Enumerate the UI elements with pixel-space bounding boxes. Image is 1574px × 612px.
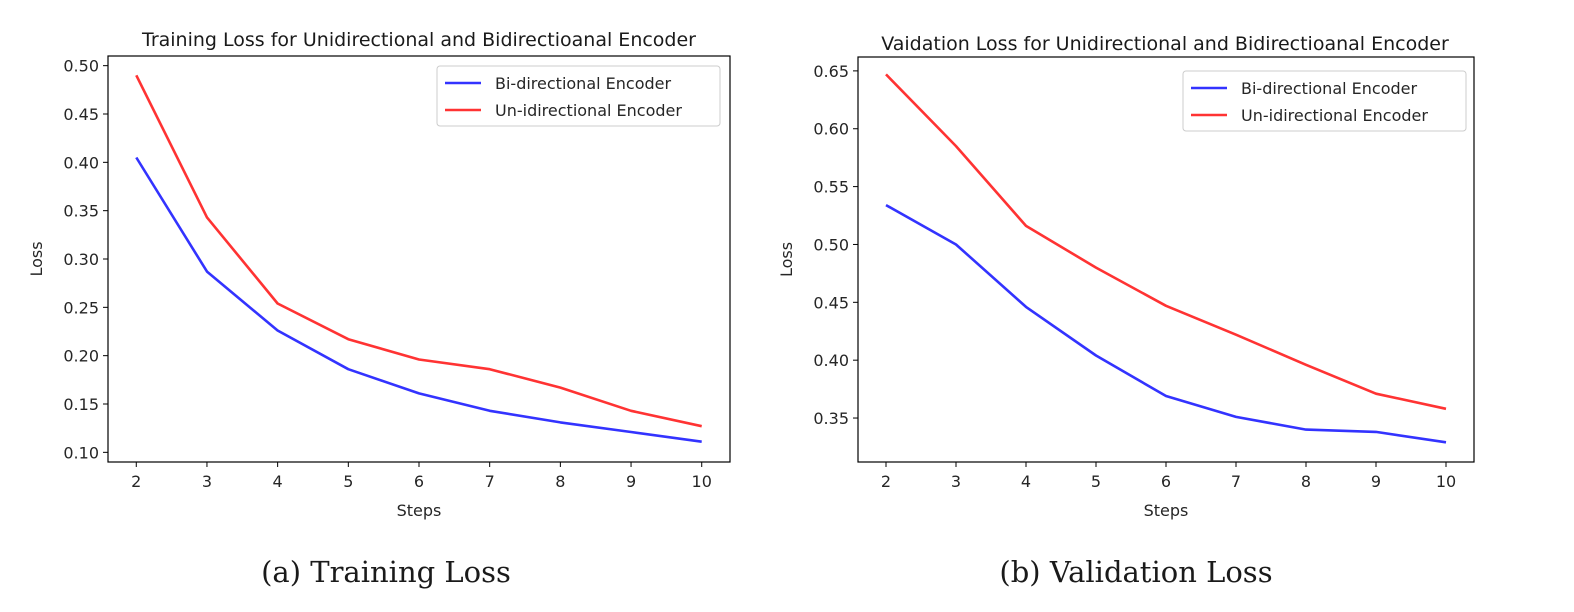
x-tick-label: 4 xyxy=(273,472,283,491)
x-tick-label: 3 xyxy=(951,472,961,491)
legend-label: Bi-directional Encoder xyxy=(495,74,671,93)
y-tick-label: 0.35 xyxy=(63,202,99,221)
legend-label: Bi-directional Encoder xyxy=(1241,79,1417,98)
legend-label: Un-idirectional Encoder xyxy=(495,101,682,120)
caption-validation-loss: (b) Validation Loss xyxy=(999,555,1272,589)
x-tick-label: 6 xyxy=(414,472,424,491)
series-line-unidirectional xyxy=(135,74,702,428)
legend: Bi-directional Encoder Un-idirectional En… xyxy=(436,65,721,127)
x-tick-label: 2 xyxy=(881,472,891,491)
x-tick-label: 6 xyxy=(1161,472,1171,491)
chart-training-loss: Training Loss for Unidirectional and Bid… xyxy=(27,29,731,520)
x-tick-label: 2 xyxy=(131,472,141,491)
x-tick-label: 8 xyxy=(1301,472,1311,491)
x-tick-label: 10 xyxy=(692,472,712,491)
y-tick-label: 0.40 xyxy=(813,351,849,370)
y-tick-label: 0.50 xyxy=(63,57,99,76)
chart-title: Vaidation Loss for Unidirectional and Bi… xyxy=(881,33,1449,55)
x-tick-label: 7 xyxy=(1231,472,1241,491)
x-tick-label: 5 xyxy=(1091,472,1101,491)
legend-box xyxy=(1182,70,1467,132)
y-axis-label: Loss xyxy=(27,241,46,276)
x-axis-label: Steps xyxy=(1144,501,1189,520)
legend: Bi-directional Encoder Un-idirectional En… xyxy=(1182,70,1467,132)
y-tick-label: 0.65 xyxy=(813,62,849,81)
x-tick-label: 10 xyxy=(1436,472,1456,491)
y-tick-label: 0.60 xyxy=(813,120,849,139)
x-axis-label: Steps xyxy=(397,501,442,520)
y-tick-label: 0.40 xyxy=(63,153,99,172)
x-tick-label: 4 xyxy=(1021,472,1031,491)
series-line-unidirectional xyxy=(885,73,1447,411)
x-tick-label: 9 xyxy=(1371,472,1381,491)
y-axis-label: Loss xyxy=(777,242,796,277)
x-tick-label: 5 xyxy=(343,472,353,491)
series-line-bidirectional xyxy=(885,203,1447,444)
y-tick-label: 0.20 xyxy=(63,347,99,366)
x-tick-label: 9 xyxy=(626,472,636,491)
y-tick-label: 0.15 xyxy=(63,395,99,414)
y-tick-label: 0.35 xyxy=(813,409,849,428)
y-tick-label: 0.30 xyxy=(63,250,99,269)
y-tick-label: 0.25 xyxy=(63,298,99,317)
chart-title: Training Loss for Unidirectional and Bid… xyxy=(141,29,696,51)
y-tick-label: 0.50 xyxy=(813,235,849,254)
x-tick-label: 3 xyxy=(202,472,212,491)
y-tick-label: 0.55 xyxy=(813,178,849,197)
legend-label: Un-idirectional Encoder xyxy=(1241,106,1428,125)
x-tick-label: 8 xyxy=(555,472,565,491)
legend-box xyxy=(436,65,721,127)
y-tick-label: 0.45 xyxy=(813,293,849,312)
y-tick-label: 0.10 xyxy=(63,443,99,462)
series-line-bidirectional xyxy=(135,156,702,443)
chart-validation-loss: Vaidation Loss for Unidirectional and Bi… xyxy=(777,33,1475,520)
caption-training-loss: (a) Training Loss xyxy=(261,555,511,589)
y-tick-label: 0.45 xyxy=(63,105,99,124)
x-tick-label: 7 xyxy=(485,472,495,491)
